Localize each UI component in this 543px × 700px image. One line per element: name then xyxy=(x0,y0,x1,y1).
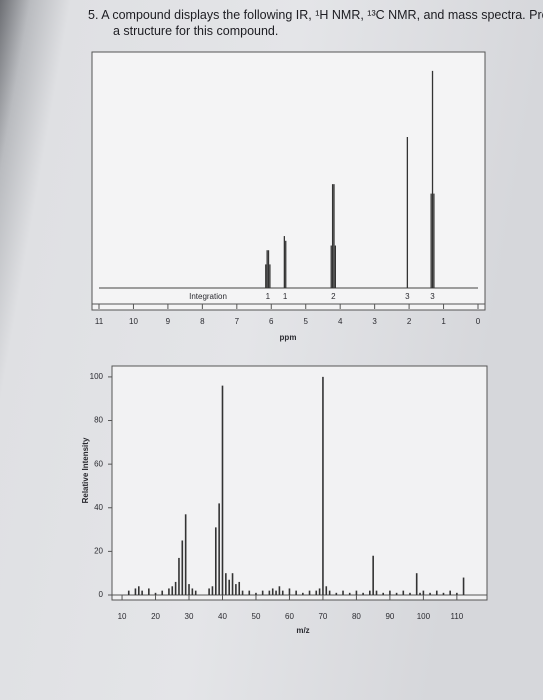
x-tick-label: 11 xyxy=(95,317,104,326)
x-tick-label: 5 xyxy=(304,317,309,326)
integration-value: 3 xyxy=(430,292,435,301)
y-tick-label: 0 xyxy=(99,590,104,599)
x-tick-label: 110 xyxy=(450,612,463,621)
x-tick-label: 1 xyxy=(441,317,446,326)
x-tick-label: 80 xyxy=(352,612,361,621)
y-tick-label: 80 xyxy=(94,416,103,425)
x-tick-label: 30 xyxy=(185,612,194,621)
question-line: a structure for this compound. xyxy=(113,24,279,38)
y-tick-label: 40 xyxy=(94,503,103,512)
y-tick-label: 20 xyxy=(94,546,103,555)
x-tick-label: 2 xyxy=(407,317,412,326)
x-tick-label: 90 xyxy=(385,612,394,621)
x-tick-label: 6 xyxy=(269,317,274,326)
x-tick-label: 0 xyxy=(476,317,481,326)
x-tick-label: 7 xyxy=(235,317,240,326)
nmr-frame xyxy=(91,51,486,311)
x-axis-label: m/z xyxy=(296,626,309,635)
x-tick-label: 100 xyxy=(417,612,431,621)
integration-label: Integration xyxy=(189,292,227,301)
x-tick-label: 60 xyxy=(285,612,294,621)
x-axis-label: ppm xyxy=(280,333,297,342)
question-line: 5. A compound displays the following IR,… xyxy=(88,8,543,22)
y-tick-label: 60 xyxy=(94,459,103,468)
x-tick-label: 9 xyxy=(166,317,171,326)
integration-value: 2 xyxy=(331,292,336,301)
x-tick-label: 10 xyxy=(129,317,138,326)
integration-value: 1 xyxy=(283,292,288,301)
x-tick-label: 70 xyxy=(318,612,327,621)
x-tick-label: 8 xyxy=(200,317,205,326)
x-tick-label: 3 xyxy=(372,317,377,326)
integration-value: 3 xyxy=(405,292,410,301)
integration-value: 1 xyxy=(266,292,271,301)
x-tick-label: 40 xyxy=(218,612,227,621)
ms-frame xyxy=(111,365,488,601)
x-tick-label: 50 xyxy=(252,612,261,621)
x-tick-label: 4 xyxy=(338,317,343,326)
x-tick-label: 10 xyxy=(118,612,127,621)
y-axis-label: Relative Intensity xyxy=(81,437,90,503)
x-tick-label: 20 xyxy=(151,612,160,621)
y-tick-label: 100 xyxy=(90,372,104,381)
